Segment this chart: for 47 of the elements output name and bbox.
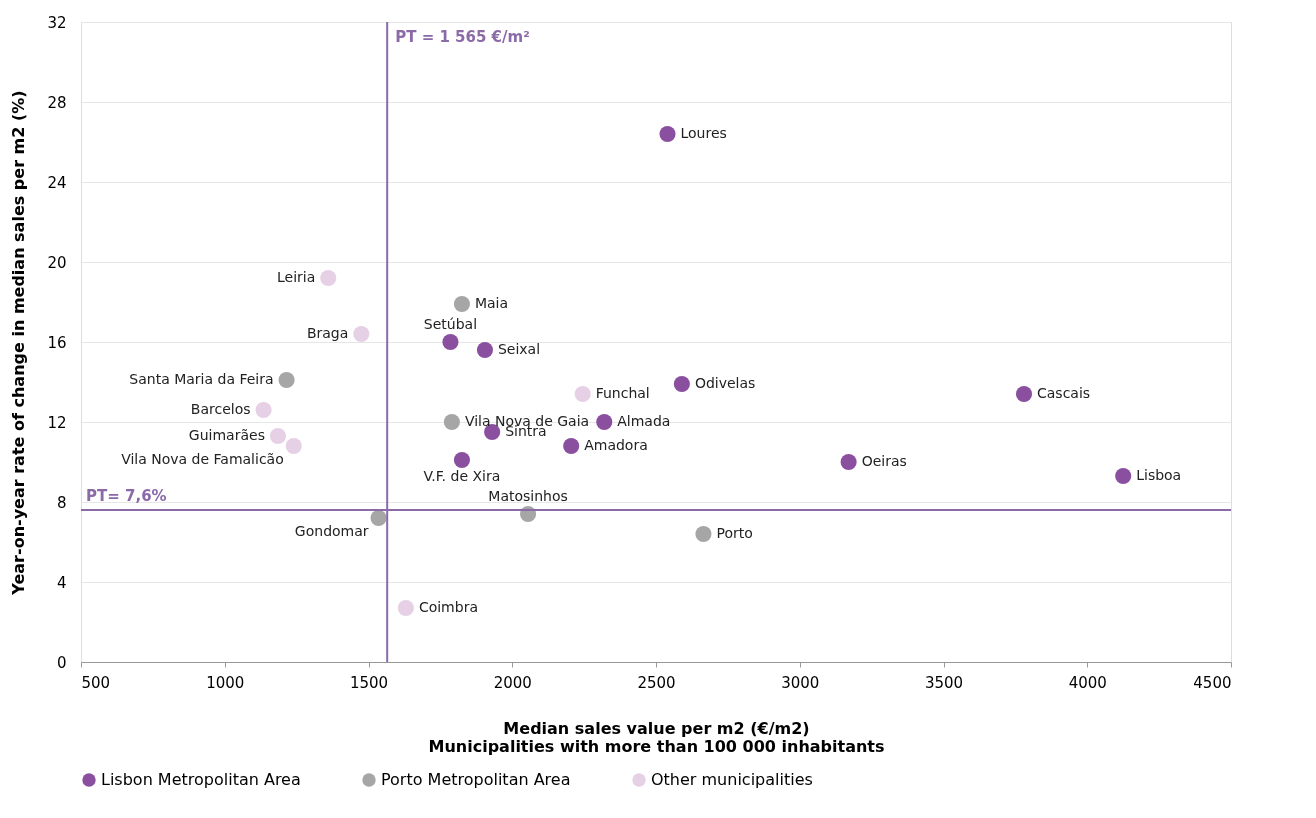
x-tick-label: 500 — [81, 673, 111, 692]
y-axis-title: Year-on-year rate of change in median sales per m2 (%) — [9, 90, 29, 596]
x-tick-label: 4500 — [1193, 673, 1232, 692]
y-tick-label: 28 — [47, 93, 67, 112]
annotation: V.F. de Xira — [423, 468, 501, 484]
annotation: Santa Maria da Feira — [129, 371, 274, 387]
annotation: Coimbra — [418, 599, 478, 615]
annotation: Matosinhos — [488, 488, 568, 504]
annotation: Porto — [716, 525, 753, 541]
legend-label: Other municipalities — [651, 770, 813, 789]
x-tick-label: 4000 — [1068, 673, 1107, 692]
x-tick-label: 1500 — [349, 673, 389, 692]
x-tick-label: 2000 — [493, 673, 532, 692]
x-tick-label: 2500 — [637, 673, 676, 692]
y-tick-label: 20 — [47, 253, 67, 272]
annotation: Loures — [680, 125, 727, 141]
x-tick-label: 3500 — [924, 673, 964, 692]
annotation: Vila Nova de Famalicão — [121, 451, 284, 467]
ref-line-label: PT = 1 565 €/m² — [395, 28, 530, 46]
annotation: Odivelas — [694, 375, 756, 391]
legend-label: Lisbon Metropolitan Area — [101, 770, 301, 789]
annotation: Seixal — [497, 341, 541, 357]
annotation: Barcelos — [190, 401, 251, 417]
y-tick-label: 8 — [56, 493, 67, 512]
x-tick-label: 1000 — [206, 673, 245, 692]
y-tick-label: 4 — [56, 573, 67, 592]
y-tick-label: 24 — [47, 173, 67, 192]
annotation: Setúbal — [423, 316, 478, 332]
annotation: Guimarães — [188, 427, 265, 443]
annotation: Braga — [306, 325, 349, 341]
annotation: Gondomar — [294, 523, 369, 539]
ref-line-label: PT= 7,6% — [86, 487, 167, 505]
annotation: Oeiras — [861, 453, 907, 469]
annotation: Cascais — [1037, 385, 1091, 401]
legend-label: Porto Metropolitan Area — [381, 770, 571, 789]
annotation: Leiria — [276, 269, 316, 285]
annotation: Funchal — [595, 385, 650, 401]
annotation: Almada — [617, 413, 671, 429]
y-tick-label: 12 — [47, 413, 67, 432]
y-tick-label: 0 — [56, 653, 67, 672]
x-tick-label: 3000 — [781, 673, 820, 692]
x-axis-title: Median sales value per m2 (€/m2) Municipalities with more than 100 000 inhabitants — [428, 718, 885, 756]
y-tick-label: 32 — [47, 13, 67, 32]
annotation: Lisboa — [1136, 467, 1182, 483]
annotation: Maia — [474, 295, 509, 311]
annotation: Amadora — [584, 437, 648, 453]
y-tick-label: 16 — [47, 333, 67, 352]
